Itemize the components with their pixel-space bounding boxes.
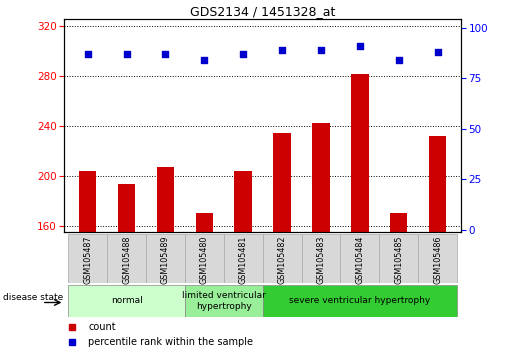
Bar	[107, 234, 146, 283]
Bar	[68, 234, 107, 283]
Bar	[118, 184, 135, 354]
Point	[278, 47, 286, 53]
Point	[161, 51, 169, 57]
Point	[317, 47, 325, 53]
Point	[123, 51, 131, 57]
Point	[83, 51, 92, 57]
Text: GSM105487: GSM105487	[83, 235, 92, 284]
Text: GSM105481: GSM105481	[239, 235, 248, 284]
Bar	[263, 234, 301, 283]
Point	[356, 43, 364, 48]
Bar	[196, 213, 213, 354]
Bar	[185, 234, 224, 283]
Point	[200, 57, 209, 63]
Bar	[390, 213, 407, 354]
Text: GSM105483: GSM105483	[316, 235, 325, 284]
Bar	[301, 234, 340, 283]
Bar	[68, 285, 185, 317]
Bar	[340, 234, 379, 283]
Text: GSM105488: GSM105488	[122, 235, 131, 284]
Text: GSM105485: GSM105485	[394, 235, 403, 284]
Text: count: count	[88, 321, 116, 332]
Text: GSM105486: GSM105486	[433, 235, 442, 284]
Bar	[157, 167, 174, 354]
Point	[394, 57, 403, 63]
Text: severe ventricular hypertrophy: severe ventricular hypertrophy	[289, 296, 431, 306]
Bar	[429, 136, 447, 354]
Text: GSM105489: GSM105489	[161, 235, 170, 284]
Bar	[379, 234, 418, 283]
Bar	[185, 285, 263, 317]
Title: GDS2134 / 1451328_at: GDS2134 / 1451328_at	[190, 5, 335, 18]
Bar	[273, 133, 291, 354]
Point	[239, 51, 247, 57]
Text: normal: normal	[111, 296, 143, 306]
Text: GSM105484: GSM105484	[355, 235, 364, 284]
Bar	[312, 123, 330, 354]
Text: percentile rank within the sample: percentile rank within the sample	[88, 337, 253, 348]
Bar	[351, 74, 369, 354]
Text: disease state: disease state	[3, 293, 63, 302]
Bar	[79, 171, 96, 354]
Bar	[234, 171, 252, 354]
Bar	[418, 234, 457, 283]
Bar	[224, 234, 263, 283]
Bar	[146, 234, 185, 283]
Text: GSM105482: GSM105482	[278, 235, 286, 284]
Point	[434, 49, 442, 55]
Text: GSM105480: GSM105480	[200, 235, 209, 284]
Bar	[263, 285, 457, 317]
Text: limited ventricular
hypertrophy: limited ventricular hypertrophy	[182, 291, 266, 310]
